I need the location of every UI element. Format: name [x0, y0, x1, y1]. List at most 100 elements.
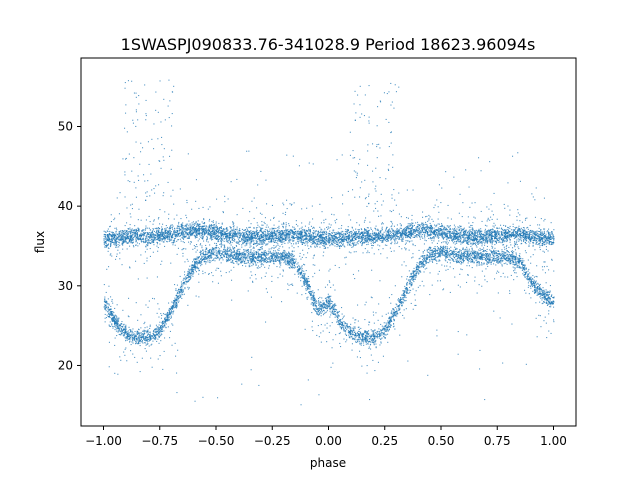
data-point — [406, 228, 408, 230]
data-point — [260, 238, 262, 240]
data-point — [255, 229, 257, 231]
data-point — [532, 241, 534, 243]
data-point — [364, 241, 366, 243]
data-point — [387, 240, 389, 242]
data-point — [343, 238, 345, 240]
data-point — [198, 224, 200, 226]
data-point — [277, 237, 279, 239]
data-point — [159, 231, 161, 233]
data-point — [526, 227, 528, 229]
data-point — [409, 234, 411, 236]
data-point — [321, 238, 323, 240]
data-point — [267, 226, 269, 228]
data-point — [115, 237, 117, 239]
data-point — [292, 237, 294, 239]
data-point — [499, 241, 501, 243]
data-point — [202, 229, 204, 231]
data-point — [153, 239, 155, 241]
data-point — [242, 241, 244, 243]
data-point — [312, 232, 314, 234]
data-point — [206, 235, 208, 237]
data-point — [531, 237, 533, 239]
data-point — [410, 232, 412, 234]
data-point — [129, 241, 131, 243]
data-point — [199, 233, 201, 235]
data-point — [453, 229, 455, 231]
data-point — [302, 239, 304, 241]
data-point — [216, 226, 218, 228]
data-point — [378, 232, 380, 234]
data-point — [273, 240, 275, 242]
data-point — [332, 235, 334, 237]
data-point — [468, 231, 470, 233]
data-point — [464, 234, 466, 236]
data-point — [527, 235, 529, 237]
data-point — [528, 241, 530, 243]
data-point — [191, 230, 193, 232]
data-point — [183, 230, 185, 232]
data-point — [438, 228, 440, 230]
data-point — [111, 240, 113, 242]
data-point — [520, 227, 522, 229]
data-point — [335, 236, 337, 238]
data-point — [354, 244, 356, 246]
data-point — [284, 242, 286, 244]
data-point — [449, 234, 451, 236]
data-point — [517, 229, 519, 231]
data-point — [130, 233, 132, 235]
data-point — [313, 232, 315, 234]
data-point — [391, 225, 393, 227]
data-point — [307, 230, 309, 232]
data-point — [509, 227, 511, 229]
data-point — [171, 227, 173, 229]
data-point — [388, 229, 390, 231]
data-point — [507, 232, 509, 234]
data-point — [331, 243, 333, 245]
data-point — [168, 233, 170, 235]
data-point — [251, 240, 253, 242]
data-point — [444, 232, 446, 234]
data-point — [331, 236, 333, 238]
data-point — [183, 237, 185, 239]
data-point — [287, 229, 289, 231]
data-point — [285, 233, 287, 235]
data-point — [395, 233, 397, 235]
data-point — [537, 233, 539, 235]
data-point — [177, 230, 179, 232]
data-point — [478, 231, 480, 233]
data-point — [501, 228, 503, 230]
data-point — [256, 233, 258, 235]
data-point — [108, 239, 110, 241]
data-point — [191, 224, 193, 226]
data-point — [507, 231, 509, 233]
data-point — [224, 228, 226, 230]
data-point — [459, 236, 461, 238]
data-point — [519, 228, 521, 230]
data-point — [180, 229, 182, 231]
data-point — [504, 235, 506, 237]
data-point — [113, 233, 115, 235]
data-point — [163, 236, 165, 238]
data-point — [400, 236, 402, 238]
data-point — [192, 234, 194, 236]
data-point — [479, 236, 481, 238]
data-point — [514, 242, 516, 244]
data-point — [402, 238, 404, 240]
data-point — [131, 240, 133, 242]
data-point — [425, 227, 427, 229]
data-point — [251, 233, 253, 235]
data-point — [313, 243, 315, 245]
data-point — [409, 235, 411, 237]
data-point — [300, 241, 302, 243]
data-point — [409, 231, 411, 233]
data-point — [424, 239, 426, 241]
data-point — [364, 228, 366, 230]
data-point — [319, 239, 321, 241]
data-point — [282, 232, 284, 234]
data-point — [551, 233, 553, 235]
data-point — [541, 233, 543, 235]
data-point — [146, 241, 148, 243]
data-point — [372, 245, 374, 247]
data-point — [305, 235, 307, 237]
data-point — [149, 235, 151, 237]
